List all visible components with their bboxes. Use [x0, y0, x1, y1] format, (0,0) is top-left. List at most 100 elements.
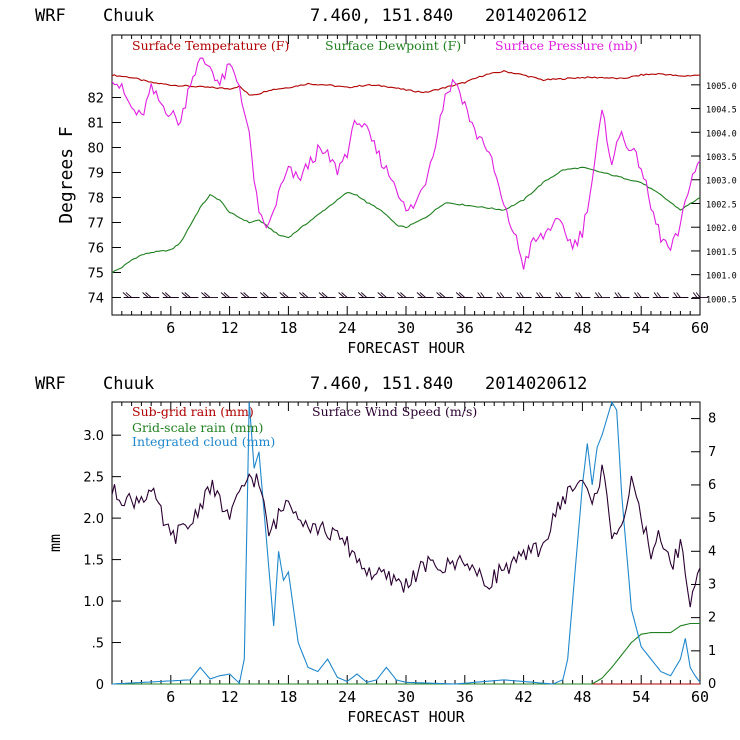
wind-barb: [164, 292, 172, 298]
wind-barb: [262, 292, 270, 298]
wind-barb: [223, 292, 230, 298]
x-tick-label: 30: [397, 688, 415, 706]
series-surface-dewpoint-f-line: [111, 166, 701, 274]
y-tick-label: 1.5: [83, 554, 104, 569]
wind-barb: [436, 292, 443, 298]
series-surface-wind-speed-m-s-line: [111, 464, 701, 608]
wind-barb: [220, 292, 227, 298]
wind-barb: [519, 292, 524, 298]
legend-entry: Surface Wind Speed (m/s): [312, 404, 477, 419]
y2-tick-label: 8: [708, 412, 716, 427]
y-tick-label: 2.5: [83, 471, 104, 486]
x-tick-label: 24: [338, 319, 356, 337]
x-tick-label: 12: [221, 319, 239, 337]
wind-barb: [181, 292, 188, 298]
wind-barb: [673, 292, 678, 298]
y2-tick-label: 1002.5: [706, 200, 737, 210]
series-surface-pressure-mb-line: [111, 57, 701, 270]
y2-tick-label: 1001.0: [706, 272, 737, 282]
y2-tick-label: 1004.0: [706, 129, 737, 139]
y2-tick-label: 1005.0: [706, 82, 737, 92]
wind-barb: [357, 292, 365, 298]
legend-entry: Sub-grid rain (mm): [132, 404, 254, 419]
wind-barb: [480, 292, 485, 298]
chart2-header: WRF Chuuk 7.460, 151.840 2014020612: [0, 372, 740, 400]
wind-barb: [184, 292, 191, 298]
x-tick-label: 12: [221, 688, 239, 706]
wind-barb: [653, 292, 659, 298]
x-tick-label: 6: [166, 688, 175, 706]
wind-barb: [122, 292, 129, 298]
y2-tick-label: 1000.5: [706, 295, 737, 305]
wind-barb: [656, 292, 662, 298]
wind-barb: [302, 292, 309, 298]
wind-barb: [341, 292, 348, 298]
wind-barb: [318, 292, 325, 298]
wind-barb: [282, 292, 289, 298]
wind-barb: [279, 292, 286, 298]
x-tick-label: 54: [632, 688, 650, 706]
x-tick-label: 60: [691, 688, 709, 706]
y-tick-label: 3.0: [83, 429, 104, 444]
wind-barb: [338, 292, 345, 298]
wind-barb: [380, 292, 387, 298]
wind-barb: [617, 292, 622, 298]
series-integrated-cloud-mm-line: [111, 400, 701, 685]
wind-barb: [142, 292, 149, 298]
x-tick-label: 30: [397, 319, 415, 337]
y-tick-label: 75: [87, 267, 104, 282]
wind-barb: [204, 292, 211, 298]
wind-barb: [161, 292, 169, 298]
y-tick-label: 74: [87, 292, 104, 307]
x-tick-label: 18: [279, 319, 297, 337]
wind-barb: [536, 292, 541, 298]
wind-barb: [243, 292, 250, 298]
wind-barb: [597, 292, 603, 298]
wind-barb: [578, 292, 583, 298]
x-axis-title: FORECAST HOUR: [347, 708, 465, 726]
x-tick-label: 42: [515, 319, 533, 337]
x-tick-label: 18: [279, 688, 297, 706]
x-tick-label: 24: [338, 688, 356, 706]
y-axis-title: Degrees F: [56, 126, 77, 224]
wind-barb: [695, 292, 701, 298]
y-tick-label: 2.0: [83, 512, 104, 527]
legend-entry: Integrated cloud (mm): [132, 434, 275, 449]
chart2-model: WRF: [35, 374, 66, 394]
wind-barb: [575, 292, 580, 298]
x-tick-label: 42: [515, 688, 533, 706]
wind-barb: [416, 292, 423, 298]
x-tick-label: 54: [632, 319, 650, 337]
chart1-header: WRF Chuuk 7.460, 151.840 2014020612: [0, 4, 740, 32]
chart1-run: 2014020612: [485, 6, 588, 26]
wind-barb: [637, 292, 642, 298]
y-tick-label: 1.0: [83, 595, 104, 610]
y2-tick-label: 7: [708, 445, 716, 460]
x-tick-label: 6: [166, 319, 175, 337]
series-grid-scale-rain-mm-line: [112, 622, 700, 685]
wind-barb: [125, 292, 132, 298]
wind-barb: [458, 292, 466, 298]
legend-entry: Surface Pressure (mb): [495, 38, 638, 53]
y-tick-label: 82: [87, 92, 104, 107]
wind-barb: [377, 292, 384, 298]
y2-tick-label: 6: [708, 478, 716, 493]
wind-barb: [676, 292, 681, 298]
wind-barb: [594, 292, 600, 298]
wind-barb: [516, 292, 521, 298]
wind-barb: [397, 292, 404, 298]
x-tick-label: 48: [573, 319, 591, 337]
y-tick-label: 81: [87, 117, 104, 132]
chart1-model: WRF: [35, 6, 66, 26]
legend-entry: Grid-scale rain (mm): [132, 420, 263, 435]
wind-barb: [614, 292, 619, 298]
y2-tick-label: 1003.0: [706, 177, 737, 187]
y2-tick-label: 0: [708, 677, 716, 692]
wind-barb: [496, 292, 502, 298]
x-tick-label: 48: [573, 688, 591, 706]
y2-tick-label: 1004.5: [706, 106, 737, 116]
wind-barb: [634, 292, 639, 298]
wind-barb: [455, 292, 463, 298]
chart2-station: Chuuk: [103, 374, 155, 394]
y-tick-label: 77: [87, 217, 104, 232]
